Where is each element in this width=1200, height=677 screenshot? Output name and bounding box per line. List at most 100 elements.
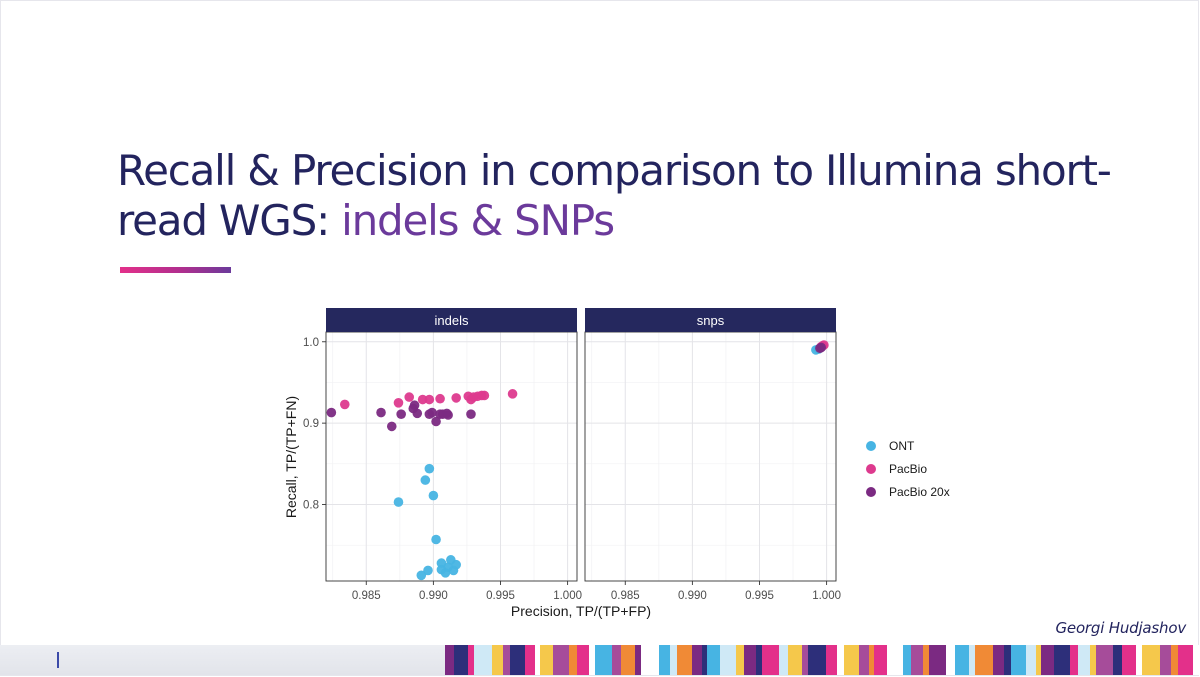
y-tick-label: 0.8 bbox=[303, 500, 319, 512]
footer-stripe bbox=[1193, 645, 1200, 675]
footer-stripe bbox=[641, 645, 659, 675]
footer-stripe bbox=[1113, 645, 1122, 675]
footer-stripe bbox=[844, 645, 859, 675]
footer-stripe bbox=[887, 645, 903, 675]
x-tick-label: 0.985 bbox=[352, 590, 381, 602]
footer-stripe bbox=[474, 645, 492, 675]
footer-stripe bbox=[1096, 645, 1113, 675]
footer-stripe bbox=[762, 645, 779, 675]
data-point bbox=[427, 407, 437, 418]
footer-stripe bbox=[468, 645, 474, 675]
panel-background bbox=[326, 332, 577, 581]
footer-stripe bbox=[788, 645, 802, 675]
legend: ONT PacBio PacBio 20x bbox=[866, 439, 950, 499]
footer-stripe bbox=[612, 645, 621, 675]
data-point bbox=[424, 394, 435, 405]
x-tick-label: 0.985 bbox=[611, 590, 640, 602]
footer-stripe bbox=[492, 645, 503, 675]
data-point bbox=[451, 393, 461, 403]
data-point bbox=[417, 394, 428, 405]
data-point bbox=[393, 497, 404, 507]
data-point bbox=[507, 389, 518, 399]
footer-stripe bbox=[589, 645, 595, 675]
data-point bbox=[393, 397, 404, 408]
x-tick-label: 0.995 bbox=[745, 590, 774, 602]
footer-stripe bbox=[1136, 645, 1142, 675]
footer-stripe bbox=[1004, 645, 1011, 675]
legend-label: ONT bbox=[889, 439, 915, 453]
footer-stripe bbox=[969, 645, 975, 675]
footer-stripe bbox=[874, 645, 887, 675]
footer-stripe bbox=[595, 645, 612, 675]
x-tick-label: 0.990 bbox=[419, 590, 448, 602]
facet-snps: snps 0.985 0.990 0.995 1.000 bbox=[584, 308, 841, 602]
footer-stripe bbox=[1090, 645, 1096, 675]
title-underline bbox=[120, 267, 231, 273]
footer-stripe bbox=[720, 645, 736, 675]
footer-stripe bbox=[826, 645, 837, 675]
legend-key bbox=[866, 487, 876, 497]
data-point bbox=[404, 392, 415, 402]
data-point bbox=[420, 475, 431, 485]
data-point bbox=[424, 463, 435, 474]
footer-stripe bbox=[802, 645, 808, 675]
footer-stripes bbox=[445, 645, 1200, 675]
y-tick-label: 1.0 bbox=[303, 337, 319, 349]
x-tick-label: 0.990 bbox=[678, 590, 707, 602]
author-name: Georgi Hudjashov bbox=[1055, 619, 1187, 637]
footer-stripe bbox=[569, 645, 577, 675]
footer-stripe bbox=[659, 645, 670, 675]
x-tick-label: 1.000 bbox=[553, 590, 582, 602]
footer-stripe bbox=[1011, 645, 1026, 675]
footer-stripe bbox=[1041, 645, 1054, 675]
footer-stripe bbox=[911, 645, 923, 675]
footer-stripe bbox=[869, 645, 874, 675]
data-point bbox=[479, 390, 490, 401]
data-point bbox=[386, 421, 397, 432]
footer-stripe bbox=[1036, 645, 1041, 675]
title-main: Recall & Precision in comparison to Illu… bbox=[117, 146, 1112, 245]
data-point bbox=[431, 416, 441, 427]
data-point bbox=[435, 393, 445, 404]
data-point bbox=[376, 407, 386, 418]
data-point bbox=[412, 408, 423, 419]
footer-stripe bbox=[975, 645, 993, 675]
footer-stripe bbox=[756, 645, 762, 675]
footer-stripe bbox=[707, 645, 720, 675]
footer-stripe bbox=[808, 645, 826, 675]
footer-stripe bbox=[702, 645, 707, 675]
facet-strip bbox=[326, 308, 577, 332]
footer-stripe bbox=[1178, 645, 1193, 675]
footer-stripe bbox=[577, 645, 589, 675]
footer-stripe bbox=[454, 645, 468, 675]
footer-stripe bbox=[859, 645, 869, 675]
data-point bbox=[339, 399, 350, 410]
footer-stripe bbox=[677, 645, 692, 675]
footer-stripe bbox=[1171, 645, 1178, 675]
x-axis-title: Precision, TP/(TP+FP) bbox=[511, 603, 651, 619]
footer-stripe bbox=[955, 645, 969, 675]
footer-stripe bbox=[510, 645, 525, 675]
title-accent: indels & SNPs bbox=[341, 196, 615, 245]
footer-stripe bbox=[553, 645, 569, 675]
data-point bbox=[326, 407, 337, 418]
footer-marker bbox=[57, 652, 59, 668]
footer-stripe bbox=[445, 645, 454, 675]
footer-stripe bbox=[946, 645, 955, 675]
data-point bbox=[466, 409, 476, 419]
footer-stripe bbox=[1160, 645, 1171, 675]
y-tick-label: 0.9 bbox=[303, 418, 319, 430]
legend-label: PacBio bbox=[889, 462, 927, 476]
footer-stripe bbox=[1122, 645, 1136, 675]
footer-stripe bbox=[1026, 645, 1036, 675]
footer-stripe bbox=[903, 645, 911, 675]
legend-label: PacBio 20x bbox=[889, 485, 950, 499]
footer-stripe bbox=[503, 645, 510, 675]
footer-stripe bbox=[525, 645, 535, 675]
footer-stripe bbox=[692, 645, 702, 675]
data-point bbox=[396, 409, 406, 419]
x-tick-label: 0.995 bbox=[486, 590, 515, 602]
footer-stripe bbox=[929, 645, 946, 675]
data-point bbox=[451, 559, 461, 570]
